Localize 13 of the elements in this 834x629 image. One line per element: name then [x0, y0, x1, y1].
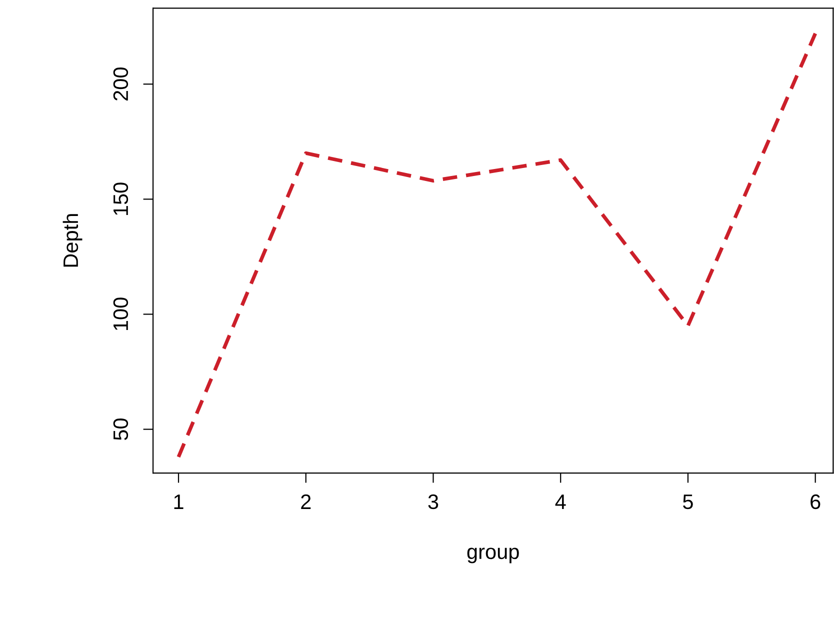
y-tick-label: 100 — [113, 298, 128, 330]
x-tick-label: 4 — [555, 494, 566, 509]
y-tick-label: 200 — [113, 68, 128, 100]
y-tick-label: 50 — [113, 418, 128, 440]
x-tick-label: 5 — [683, 494, 693, 510]
x-axis-title: group — [467, 548, 519, 564]
x-tick-label: 3 — [428, 494, 438, 510]
y-tick-label: 150 — [113, 182, 128, 215]
x-tick-label: 6 — [810, 494, 820, 510]
y-axis-title: Depth — [62, 214, 82, 267]
x-tick-label: 1 — [174, 494, 184, 509]
line-series — [176, 32, 818, 459]
x-tick-label: 2 — [301, 494, 311, 509]
